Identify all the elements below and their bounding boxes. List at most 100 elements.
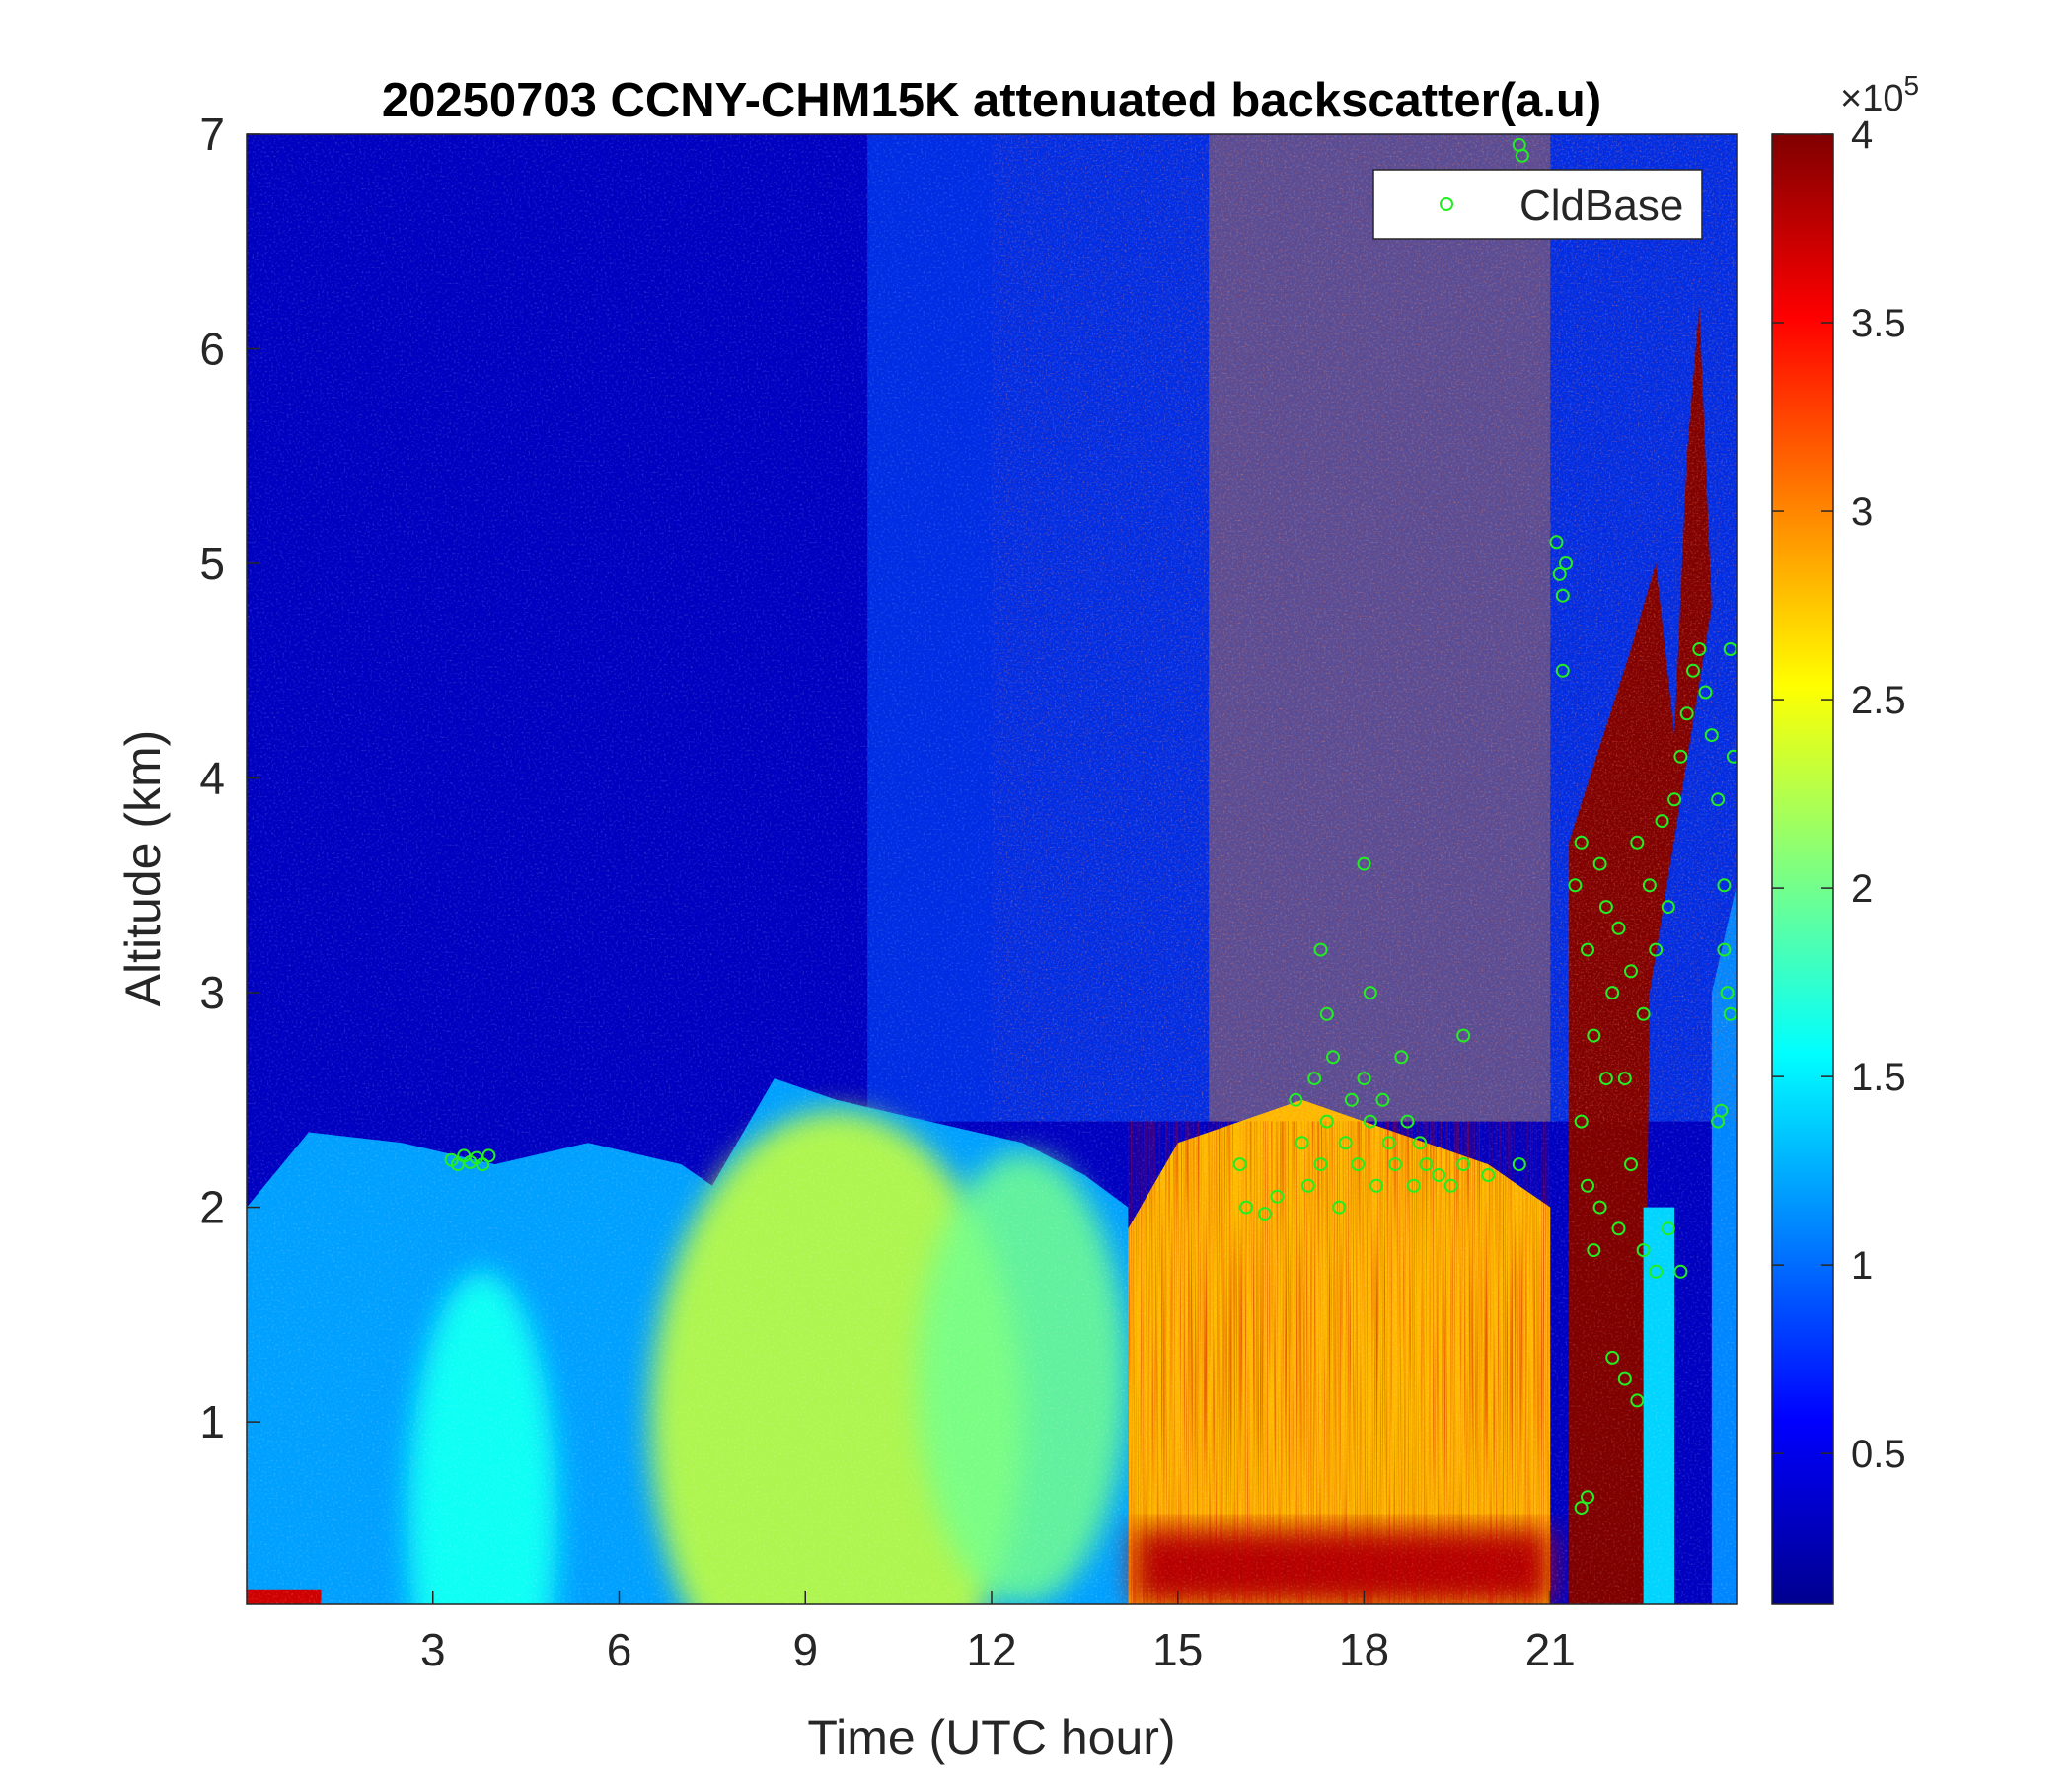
cldbase-point [1357, 1072, 1371, 1086]
cldbase-point [1338, 1136, 1353, 1150]
cldbase-point [1636, 1243, 1651, 1258]
colorbar-tick-label: 2.5 [1851, 679, 1906, 722]
cldbase-point [1375, 1092, 1390, 1107]
cldbase-point [1406, 1178, 1421, 1193]
cldbase-point [1661, 900, 1675, 915]
y-tick-label: 1 [199, 1396, 225, 1447]
cldbase-point [1357, 856, 1371, 871]
cldbase-point [1726, 749, 1737, 764]
legend-marker-cldbase [1440, 197, 1453, 211]
colorbar-gradient [1771, 133, 1834, 1605]
cldbase-point [1307, 1072, 1322, 1086]
cldbase-point [1568, 878, 1583, 893]
cldbase-point [1369, 1178, 1384, 1193]
cldbase-point [1481, 1168, 1496, 1182]
cldbase-point [1592, 1200, 1607, 1215]
cldbase-point [1581, 942, 1594, 957]
colorbar-tick-label: 0.5 [1851, 1433, 1906, 1476]
y-tick-label: 2 [199, 1182, 225, 1233]
heatmap-vertical-streaks [1128, 1121, 1551, 1604]
x-tick-label: 12 [966, 1624, 1016, 1675]
heatmap-noise-warm [992, 134, 1737, 1122]
cldbase-point [1313, 942, 1328, 957]
colorbar-tick-label: 3 [1851, 490, 1873, 534]
cldbase-point [1257, 1207, 1272, 1221]
y-tick-label: 3 [199, 967, 225, 1018]
x-tick-label: 21 [1525, 1624, 1576, 1675]
x-tick-label: 15 [1152, 1624, 1203, 1675]
cldbase-point [1419, 1157, 1434, 1172]
cldbase-point [1319, 1114, 1334, 1129]
x-axis-label: Time (UTC hour) [807, 1710, 1175, 1765]
colorbar-tick-label: 3.5 [1851, 302, 1906, 345]
cldbase-points [444, 137, 1737, 1516]
x-axis: 3 6 9 12 15 18 21 [420, 1591, 1576, 1675]
cldbase-point [1711, 792, 1726, 807]
cldbase-point [1667, 792, 1682, 807]
cldbase-point [1574, 1114, 1589, 1129]
cldbase-point [1432, 1168, 1445, 1182]
cldbase-point [1717, 942, 1732, 957]
colorbar-tick-label: 4 [1851, 113, 1873, 157]
cldbase-point [1555, 588, 1570, 603]
y-tick-label: 7 [199, 109, 225, 160]
cldbase-point [1400, 1114, 1415, 1129]
cldbase-point [1587, 1243, 1601, 1258]
cldbase-point [1313, 1157, 1328, 1172]
cldbase-point [1686, 663, 1700, 678]
cldbase-point [1698, 685, 1713, 700]
cldbase-point [1611, 1221, 1626, 1236]
cldbase-point [1574, 1501, 1589, 1516]
y-axis: 1 2 3 4 5 6 7 [199, 109, 260, 1447]
y-tick-label: 5 [199, 538, 225, 589]
cldbase-point [1598, 900, 1613, 915]
cldbase-point [1592, 856, 1607, 871]
legend-box [1372, 169, 1703, 240]
colorbar-multiplier: ×105 [1840, 70, 1919, 119]
colorbar-ticks: 0.5 1 1.5 2 2.5 3 3.5 4 [1772, 113, 1906, 1476]
cldbase-point [1617, 1371, 1632, 1386]
cldbase-point [1289, 1092, 1303, 1107]
legend: CldBase [1372, 169, 1703, 240]
cldbase-point [1515, 148, 1529, 163]
cldbase-point [1552, 566, 1567, 581]
cldbase-point [1559, 556, 1573, 570]
cldbase-point [1319, 1006, 1334, 1021]
cldbase-point [481, 1148, 496, 1163]
cldbase-point [1456, 1028, 1471, 1043]
cldbase-point [1326, 1050, 1340, 1065]
cldbase-point [1661, 1221, 1675, 1236]
cldbase-point [1394, 1050, 1409, 1065]
cldbase-point [1692, 642, 1707, 656]
cldbase-point [1711, 1114, 1726, 1129]
y-tick-label: 6 [199, 324, 225, 375]
cldbase-point [1512, 1157, 1526, 1172]
cldbase-point [1574, 835, 1589, 850]
cldbase-point [1720, 986, 1735, 1000]
cldbase-point [1630, 835, 1645, 850]
y-axis-label: Altitude (km) [115, 730, 171, 1007]
y-tick-label: 4 [199, 753, 225, 804]
cldbase-point [1443, 1178, 1458, 1193]
x-tick-label: 18 [1339, 1624, 1389, 1675]
cldbase-point [1605, 986, 1620, 1000]
cldbase-point [1624, 1157, 1638, 1172]
cldbase-point [1673, 1264, 1688, 1279]
cldbase-point [1351, 1157, 1366, 1172]
cldbase-point [1549, 535, 1564, 550]
cldbase-point [1717, 878, 1732, 893]
cldbase-point [1295, 1136, 1309, 1150]
colorbar-exponent: 5 [1903, 70, 1919, 101]
x-tick-label: 6 [607, 1624, 632, 1675]
cldbase-point [1642, 878, 1657, 893]
cldbase-point [1649, 942, 1664, 957]
cldbase-point [1555, 663, 1570, 678]
cldbase-point [1239, 1200, 1253, 1215]
colorbar-tick-label: 1 [1851, 1244, 1873, 1288]
cldbase-point [1636, 1006, 1651, 1021]
cldbase-point [1456, 1157, 1471, 1172]
cldbase-point [1413, 1136, 1428, 1150]
cldbase-point [1344, 1092, 1359, 1107]
cldbase-point [1630, 1393, 1645, 1408]
